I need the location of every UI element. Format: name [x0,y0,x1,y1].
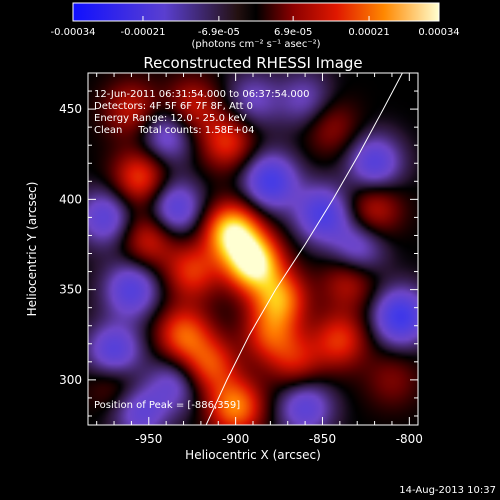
colorbar-unit-label: (photons cm⁻² s⁻¹ asec⁻²) [191,39,320,50]
y-tick-label: 300 [59,373,82,387]
colorbar-ticks: -0.00034 -0.00021 -6.9e-05 6.9e-05 0.00021 0.… [51,16,460,38]
colorbar-tick-label: 6.9e-05 [274,27,312,38]
x-axis-label: Heliocentric X (arcsec) [185,448,321,462]
solar-limb-line [205,73,403,425]
chart-title: Reconstructed RHESSI Image [143,54,362,72]
x-axis: -950 -900 -850 -800 [96,73,423,446]
y-tick-label: 350 [59,283,82,297]
x-tick-label: -900 [222,432,249,446]
colorbar-tick-label: -6.9e-05 [198,27,240,38]
x-tick-label: -850 [309,432,336,446]
colorbar-tick-label: 0.00034 [418,27,459,38]
colorbar [72,2,440,22]
annotation-clean-counts: Clean Total counts: 1.58E+04 [94,125,254,136]
date-stamp: 14-Aug-2013 10:37 [399,485,496,496]
colorbar-tick-label: -0.00021 [120,27,165,38]
annotation-energy-range: Energy Range: 12.0 - 25.0 keV [94,113,247,124]
x-tick-label: -800 [396,432,423,446]
annotation-time-range: 12-Jun-2011 06:31:54.000 to 06:37:54.000 [94,89,310,100]
y-axis-label: Heliocentric Y (arcsec) [25,182,39,317]
y-tick-label: 450 [59,102,82,116]
heatmap-image [88,73,418,425]
annotation-peak-position: Position of Peak = [-886,359] [94,400,240,411]
y-axis: 300 350 400 450 [59,72,418,417]
x-tick-label: -950 [135,432,162,446]
y-tick-label: 400 [59,192,82,206]
annotation-detectors: Detectors: 4F 5F 6F 7F 8F, Att 0 [94,101,253,112]
colorbar-tick-label: 0.00021 [348,27,389,38]
colorbar-tick-label: -0.00034 [51,27,96,38]
